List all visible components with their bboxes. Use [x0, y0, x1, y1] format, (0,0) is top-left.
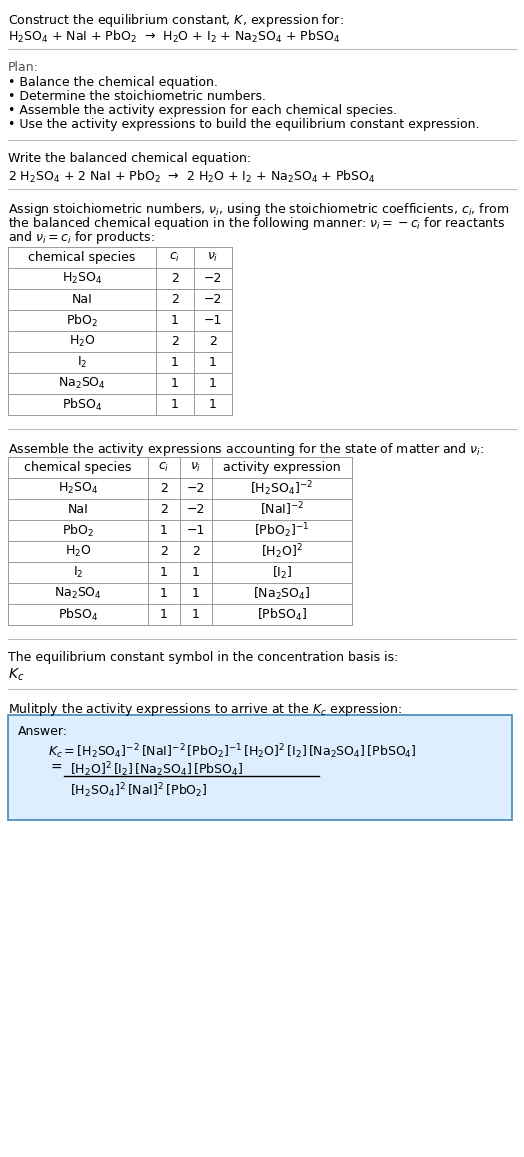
Text: $[\mathrm{PbSO_4}]$: $[\mathrm{PbSO_4}]$	[257, 606, 307, 622]
Text: and $\nu_i = c_i$ for products:: and $\nu_i = c_i$ for products:	[8, 229, 155, 246]
Text: 2: 2	[160, 503, 168, 516]
Text: $\mathrm{H_2SO_4}$: $\mathrm{H_2SO_4}$	[62, 271, 102, 286]
Text: 1: 1	[171, 314, 179, 327]
FancyBboxPatch shape	[8, 715, 512, 820]
Text: −2: −2	[204, 293, 222, 305]
Text: • Determine the stoichiometric numbers.: • Determine the stoichiometric numbers.	[8, 90, 266, 103]
Text: $[\mathrm{Na_2SO_4}]$: $[\mathrm{Na_2SO_4}]$	[253, 585, 311, 602]
Text: Construct the equilibrium constant, $K$, expression for:: Construct the equilibrium constant, $K$,…	[8, 12, 344, 29]
Text: 2: 2	[160, 482, 168, 495]
Text: The equilibrium constant symbol in the concentration basis is:: The equilibrium constant symbol in the c…	[8, 651, 398, 664]
Text: $\nu_i$: $\nu_i$	[208, 251, 219, 264]
Text: $[\mathrm{H_2O}]^2\,[\mathrm{I_2}]\,[\mathrm{Na_2SO_4}]\,[\mathrm{PbSO_4}]$: $[\mathrm{H_2O}]^2\,[\mathrm{I_2}]\,[\ma…	[70, 760, 243, 779]
Text: $\mathrm{H_2SO_4}$: $\mathrm{H_2SO_4}$	[58, 481, 98, 496]
Text: $\mathrm{H_2O}$: $\mathrm{H_2O}$	[65, 544, 91, 559]
Text: $\mathrm{Na_2SO_4}$: $\mathrm{Na_2SO_4}$	[54, 585, 102, 600]
Text: =: =	[50, 761, 62, 775]
Text: −2: −2	[204, 272, 222, 285]
Text: NaI: NaI	[72, 293, 92, 305]
Text: 2: 2	[209, 336, 217, 348]
Text: 2: 2	[171, 336, 179, 348]
Text: 2 $\mathrm{H_2SO_4}$ + 2 NaI + $\mathrm{PbO_2}$  →  2 $\mathrm{H_2O}$ + $\mathrm: 2 $\mathrm{H_2SO_4}$ + 2 NaI + $\mathrm{…	[8, 169, 376, 185]
Text: $[\mathrm{H_2O}]^2$: $[\mathrm{H_2O}]^2$	[261, 543, 303, 561]
Text: $\mathrm{PbO_2}$: $\mathrm{PbO_2}$	[62, 523, 94, 538]
Text: 1: 1	[192, 587, 200, 600]
Text: 1: 1	[171, 398, 179, 411]
Text: $\mathrm{PbSO_4}$: $\mathrm{PbSO_4}$	[58, 606, 98, 622]
Text: −2: −2	[187, 503, 205, 516]
Text: chemical species: chemical species	[24, 460, 132, 474]
Text: 1: 1	[160, 524, 168, 537]
Text: 2: 2	[192, 545, 200, 558]
Text: Assemble the activity expressions accounting for the state of matter and $\nu_i$: Assemble the activity expressions accoun…	[8, 441, 484, 458]
Text: $\mathrm{H_2SO_4}$ + NaI + $\mathrm{PbO_2}$  →  $\mathrm{H_2O}$ + $\mathrm{I_2}$: $\mathrm{H_2SO_4}$ + NaI + $\mathrm{PbO_…	[8, 29, 340, 45]
Text: 1: 1	[160, 566, 168, 578]
Text: $[\mathrm{H_2SO_4}]^{-2}$: $[\mathrm{H_2SO_4}]^{-2}$	[250, 479, 313, 498]
Text: 1: 1	[171, 356, 179, 369]
Text: $\mathrm{I_2}$: $\mathrm{I_2}$	[73, 565, 83, 580]
Text: $c_i$: $c_i$	[158, 460, 170, 474]
Text: $\mathrm{Na_2SO_4}$: $\mathrm{Na_2SO_4}$	[58, 376, 106, 391]
Text: 2: 2	[160, 545, 168, 558]
Text: $\mathrm{PbSO_4}$: $\mathrm{PbSO_4}$	[62, 397, 102, 413]
Text: Assign stoichiometric numbers, $\nu_i$, using the stoichiometric coefficients, $: Assign stoichiometric numbers, $\nu_i$, …	[8, 201, 509, 218]
Text: 1: 1	[160, 587, 168, 600]
Text: −2: −2	[187, 482, 205, 495]
Text: 1: 1	[209, 356, 217, 369]
Text: • Balance the chemical equation.: • Balance the chemical equation.	[8, 76, 218, 89]
Text: Mulitply the activity expressions to arrive at the $K_c$ expression:: Mulitply the activity expressions to arr…	[8, 701, 402, 718]
Text: • Use the activity expressions to build the equilibrium constant expression.: • Use the activity expressions to build …	[8, 118, 479, 131]
Text: $[\mathrm{PbO_2}]^{-1}$: $[\mathrm{PbO_2}]^{-1}$	[254, 521, 310, 540]
Text: $\mathrm{PbO_2}$: $\mathrm{PbO_2}$	[66, 312, 98, 329]
Text: 2: 2	[171, 272, 179, 285]
Text: $[\mathrm{I_2}]$: $[\mathrm{I_2}]$	[272, 565, 292, 581]
Text: 1: 1	[209, 398, 217, 411]
Text: $K_c$: $K_c$	[8, 666, 24, 684]
Text: NaI: NaI	[68, 503, 89, 516]
Text: −1: −1	[204, 314, 222, 327]
Text: $c_i$: $c_i$	[169, 251, 181, 264]
Text: $\mathrm{I_2}$: $\mathrm{I_2}$	[77, 355, 87, 370]
Text: Write the balanced chemical equation:: Write the balanced chemical equation:	[8, 152, 251, 165]
Text: $[\mathrm{H_2SO_4}]^2\,[\mathrm{NaI}]^2\,[\mathrm{PbO_2}]$: $[\mathrm{H_2SO_4}]^2\,[\mathrm{NaI}]^2\…	[70, 781, 208, 799]
Text: • Assemble the activity expression for each chemical species.: • Assemble the activity expression for e…	[8, 104, 397, 117]
Text: −1: −1	[187, 524, 205, 537]
Text: 1: 1	[171, 377, 179, 390]
Text: $[\mathrm{NaI}]^{-2}$: $[\mathrm{NaI}]^{-2}$	[260, 501, 304, 518]
Text: Plan:: Plan:	[8, 61, 39, 74]
Text: activity expression: activity expression	[223, 460, 341, 474]
Text: 2: 2	[171, 293, 179, 305]
Text: Answer:: Answer:	[18, 725, 68, 738]
Text: chemical species: chemical species	[28, 251, 136, 264]
Text: $K_c = [\mathrm{H_2SO_4}]^{-2}\,[\mathrm{NaI}]^{-2}\,[\mathrm{PbO_2}]^{-1}\,[\ma: $K_c = [\mathrm{H_2SO_4}]^{-2}\,[\mathrm…	[48, 742, 417, 760]
Text: 1: 1	[192, 566, 200, 578]
Text: 1: 1	[209, 377, 217, 390]
Text: the balanced chemical equation in the following manner: $\nu_i = -c_i$ for react: the balanced chemical equation in the fo…	[8, 215, 506, 233]
Text: 1: 1	[160, 607, 168, 621]
Text: $\mathrm{H_2O}$: $\mathrm{H_2O}$	[69, 334, 95, 349]
Text: 1: 1	[192, 607, 200, 621]
Text: $\nu_i$: $\nu_i$	[190, 460, 202, 474]
